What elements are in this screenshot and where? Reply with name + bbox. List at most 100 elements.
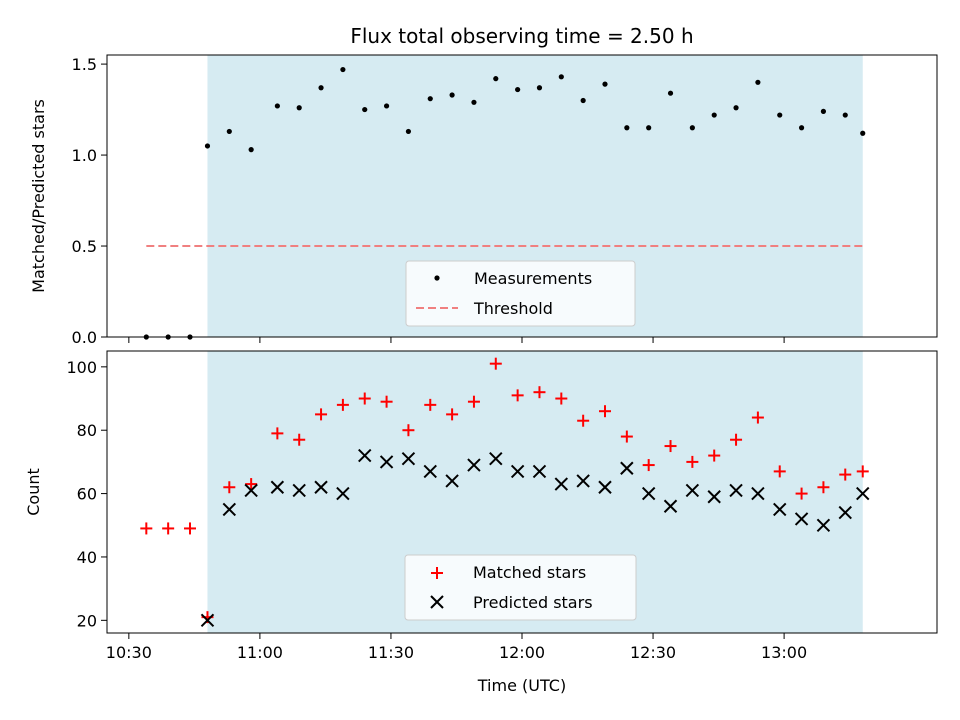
predicted-star-point xyxy=(794,512,809,526)
y-tick-label: 60 xyxy=(77,485,97,504)
predicted-star-point xyxy=(751,486,765,501)
top-y-ticks: 0.0 0.5 1.0 1.5 xyxy=(72,55,107,347)
y-tick-label: 80 xyxy=(77,421,97,440)
legend-measurements-marker xyxy=(434,275,440,281)
measurement-point xyxy=(777,112,783,118)
measurement-points xyxy=(143,66,866,340)
bottom-y-ticks: 20 40 60 80 100 xyxy=(66,358,107,630)
count-panel: 20 40 60 80 100 10:30 11:00 11:30 12:00 12:30 13:… xyxy=(24,350,938,695)
x-tick-label: 13:00 xyxy=(761,643,807,662)
predicted-star-point xyxy=(663,499,678,513)
matched-star-point xyxy=(599,405,611,418)
legend-matched-marker xyxy=(431,567,443,579)
predicted-star-point xyxy=(270,480,285,494)
y-tick-label: 100 xyxy=(66,358,97,377)
predicted-star-point xyxy=(200,613,215,628)
measurement-point xyxy=(689,125,695,131)
measurement-point xyxy=(580,97,586,104)
predicted-star-point xyxy=(445,474,459,488)
matched-star-point xyxy=(773,465,786,478)
predicted-star-point xyxy=(598,480,612,494)
y-tick-label: 1.0 xyxy=(72,146,97,165)
measurement-point xyxy=(318,85,324,91)
matched-star-point xyxy=(380,395,393,408)
top-x-ticks xyxy=(128,337,785,343)
measurement-point xyxy=(536,85,543,91)
x-tick-label: 11:30 xyxy=(368,643,414,662)
measurement-point xyxy=(427,96,433,102)
matched-star-point xyxy=(162,522,175,535)
matched-star-point xyxy=(642,459,655,472)
matched-star-point xyxy=(467,395,480,408)
measurement-point xyxy=(798,125,805,131)
matched-star-point xyxy=(751,411,764,424)
measurement-point xyxy=(405,128,412,135)
predicted-star-point xyxy=(773,502,787,517)
matched-star-point xyxy=(140,522,153,535)
measurement-point xyxy=(558,74,564,80)
matched-star-point xyxy=(511,389,524,402)
measurement-point xyxy=(646,125,652,131)
measurement-point xyxy=(383,103,390,109)
measurement-point xyxy=(493,76,499,82)
legend-threshold-label: Threshold xyxy=(473,299,553,318)
predicted-star-point xyxy=(641,486,656,501)
measurement-point xyxy=(274,103,280,109)
matched-star-point xyxy=(446,408,459,421)
predicted-star-point xyxy=(292,483,306,498)
matched-star-point xyxy=(223,481,236,494)
top-y-axis-label: Matched/Predicted stars xyxy=(29,99,48,293)
matched-star-point xyxy=(358,392,371,405)
measurement-point xyxy=(449,92,455,98)
matched-star-point xyxy=(856,465,869,478)
measurement-point xyxy=(860,130,866,136)
predicted-star-point xyxy=(222,502,237,517)
y-tick-label: 20 xyxy=(77,611,97,630)
bottom-x-ticks: 10:30 11:00 11:30 12:00 12:30 13:00 xyxy=(106,633,807,662)
y-tick-label: 0.0 xyxy=(72,328,97,347)
matched-star-point xyxy=(245,478,258,491)
matched-star-point xyxy=(315,408,328,421)
predicted-star-point xyxy=(816,518,831,532)
predicted-star-point xyxy=(358,448,372,463)
measurement-point xyxy=(515,86,521,93)
predicted-star-point xyxy=(729,483,743,498)
measurement-point xyxy=(471,99,477,105)
predicted-star-point xyxy=(620,461,634,475)
predicted-star-point xyxy=(510,464,525,479)
matched-star-point xyxy=(489,357,502,370)
predicted-stars-points xyxy=(200,448,870,628)
measurement-point xyxy=(733,105,739,111)
predicted-star-point xyxy=(379,455,394,469)
matched-star-point xyxy=(839,468,852,481)
predicted-star-point xyxy=(554,477,569,491)
predicted-star-point xyxy=(401,452,416,466)
measurement-point xyxy=(362,106,368,113)
predicted-star-point xyxy=(336,486,350,501)
matched-star-point xyxy=(730,433,743,446)
legend-matched-label: Matched stars xyxy=(473,563,586,582)
matched-star-point xyxy=(817,481,830,494)
matched-star-point xyxy=(686,455,699,468)
predicted-star-point xyxy=(685,483,700,498)
measurement-point xyxy=(842,112,848,118)
predicted-star-point xyxy=(244,483,258,498)
x-tick-label: 12:30 xyxy=(630,643,676,662)
matched-star-point xyxy=(293,433,306,446)
matched-star-point xyxy=(424,398,437,411)
measurement-point xyxy=(340,66,346,73)
legend-measurements-label: Measurements xyxy=(474,269,592,288)
bottom-legend: Matched stars Predicted stars xyxy=(404,554,637,621)
predicted-star-point xyxy=(838,505,852,520)
ratio-panel: Flux total observing time = 2.50 h 0.00.… xyxy=(29,24,938,347)
predicted-star-point xyxy=(489,452,503,466)
measurement-point xyxy=(204,143,211,149)
matched-star-point xyxy=(402,424,415,437)
x-tick-label: 12:00 xyxy=(499,643,545,662)
predicted-star-point xyxy=(532,464,547,479)
measurement-point xyxy=(755,79,761,85)
measurement-point xyxy=(226,128,232,135)
matched-star-point xyxy=(795,487,808,500)
measurement-point xyxy=(624,125,630,131)
